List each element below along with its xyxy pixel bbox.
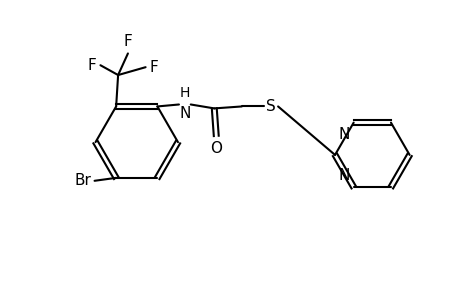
Text: F: F — [88, 58, 96, 73]
Text: H: H — [179, 85, 190, 100]
Text: Br: Br — [74, 173, 91, 188]
Text: F: F — [149, 60, 158, 75]
Text: F: F — [123, 34, 132, 49]
Text: N: N — [338, 168, 349, 183]
Text: S: S — [266, 99, 275, 114]
Text: N: N — [338, 127, 349, 142]
Text: N: N — [179, 106, 190, 122]
Text: O: O — [210, 141, 222, 156]
